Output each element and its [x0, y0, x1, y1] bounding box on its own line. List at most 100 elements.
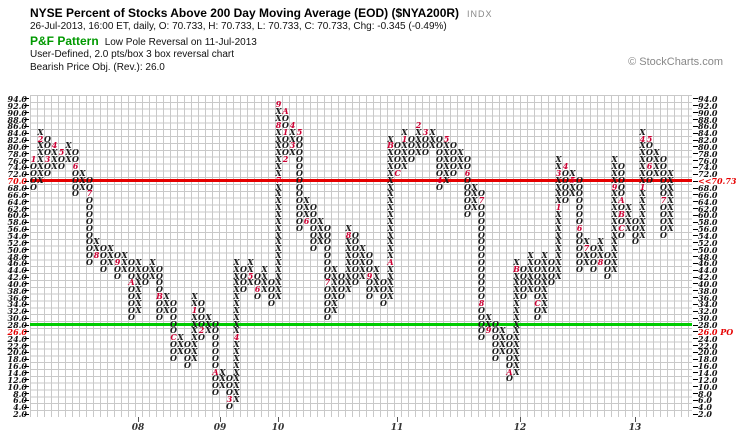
month-mark: 6 [72, 161, 79, 171]
y-axis-label-right: 36.0 [698, 292, 718, 303]
pnf-o-cell: O [464, 181, 471, 192]
month-mark: 7 [86, 188, 93, 199]
pnf-o-cell: O [58, 154, 65, 165]
y-axis-tick [24, 221, 29, 223]
pnf-o-cell: O [478, 284, 485, 295]
pnf-o-cell: O [324, 284, 331, 295]
month-mark: 7 [583, 243, 590, 254]
pattern-line: P&F Pattern Low Pole Reversal on 11-Jul-2… [30, 34, 257, 48]
pnf-x-cell: X [499, 325, 506, 336]
y-axis-label-left: 32.0 [7, 306, 27, 317]
y-axis-tick [24, 235, 29, 237]
y-axis-tick [24, 98, 29, 100]
y-axis-tick [24, 139, 29, 141]
pnf-x-cell: X [233, 284, 240, 295]
pnf-x-cell: X [415, 126, 422, 137]
pnf-x-cell: X [625, 215, 632, 226]
pnf-o-cell: O [478, 236, 485, 247]
pnf-o-cell: O [198, 311, 205, 322]
pnf-o-cell: O [478, 256, 485, 267]
pnf-x-cell: X [275, 113, 282, 123]
pnf-x-cell: X [345, 263, 352, 274]
month-mark: 9 [114, 256, 121, 267]
pnf-x-cell: X [345, 277, 352, 288]
pnf-x-cell: X [513, 311, 520, 322]
pnf-o-cell: O [478, 277, 485, 288]
y-axis-tick [693, 324, 698, 326]
pnf-o-cell: O [464, 195, 471, 206]
pnf-x-cell: X [555, 208, 562, 219]
month-mark: 6 [254, 284, 261, 295]
pnf-o-cell: O [296, 195, 303, 206]
y-axis-label-right: 82.0 [698, 135, 718, 145]
pnf-o-cell: O [212, 345, 219, 356]
pnf-o-cell: O [156, 311, 163, 322]
y-axis-tick [24, 393, 29, 394]
pnf-x-cell: X [275, 222, 282, 233]
pnf-x-cell: X [513, 352, 520, 363]
y-axis-tick [24, 379, 29, 381]
pnf-o-cell: O [464, 174, 471, 185]
pnf-o-cell: O [44, 133, 51, 144]
pnf-o-cell: O [324, 263, 331, 274]
y-axis-tick [693, 125, 698, 127]
pnf-o-cell: O [450, 154, 457, 165]
pnf-x-cell: X [583, 256, 590, 267]
y-axis-tick [24, 249, 29, 251]
month-mark: 1 [401, 133, 408, 144]
y-axis-tick [24, 406, 29, 408]
pnf-o-cell: O [86, 215, 93, 226]
pnf-x-cell: X [667, 188, 674, 199]
pnf-o-cell: O [520, 270, 527, 281]
y-axis-tick [24, 105, 29, 107]
pnf-o-cell: O [492, 332, 499, 343]
pnf-x-cell: X [611, 161, 618, 171]
y-axis-label-right: 16.0 [698, 361, 718, 372]
pnf-x-cell: X [37, 140, 44, 151]
pnf-o-cell: O [366, 250, 373, 260]
pnf-o-cell: O [100, 256, 107, 267]
pnf-x-cell: X [373, 263, 380, 274]
y-axis-tick [693, 413, 698, 415]
pnf-o-cell: O [478, 243, 485, 254]
month-mark: A [128, 277, 135, 288]
month-mark: 9 [275, 99, 282, 110]
pnf-x-cell: X [345, 222, 352, 233]
y-axis-label-right: 6.0 [698, 395, 712, 406]
y-axis-label-right: 4.0 [698, 402, 712, 413]
pnf-o-cell: O [450, 161, 457, 171]
y-axis-label-left: 70.0 [7, 176, 27, 187]
pnf-o-cell: O [352, 236, 359, 247]
pnf-x-cell: X [331, 291, 338, 302]
pnf-o-cell: O [240, 277, 247, 288]
y-axis-label-right: <<70.73 [698, 176, 737, 187]
pnf-o-cell: O [324, 270, 331, 281]
pnf-x-cell: X [401, 140, 408, 151]
pnf-o-cell: O [520, 277, 527, 288]
pnf-o-cell: O [30, 181, 37, 192]
pnf-x-cell: X [555, 250, 562, 260]
pnf-x-cell: X [471, 202, 478, 213]
pnf-x-cell: X [429, 140, 436, 151]
pnf-o-cell: O [380, 284, 387, 295]
pnf-x-cell: X [387, 243, 394, 254]
y-axis-tick [693, 98, 698, 100]
y-axis-label-left: 22.0 [7, 340, 27, 351]
pnf-x-cell: X [191, 325, 198, 336]
pnf-x-cell: X [611, 174, 618, 185]
pnf-o-cell: O [310, 208, 317, 219]
pnf-x-cell: X [485, 311, 492, 322]
pnf-o-cell: O [198, 318, 205, 329]
pnf-o-cell: O [114, 250, 121, 260]
pnf-o-cell: O [534, 277, 541, 288]
pnf-x-cell: X [275, 236, 282, 247]
pnf-x-cell: X [639, 229, 646, 240]
pnf-o-cell: O [212, 352, 219, 363]
symbol-title: NYSE Percent of Stocks Above 200 Day Mov… [30, 6, 460, 20]
pnf-x-cell: X [261, 263, 268, 274]
pnf-o-cell: O [450, 140, 457, 151]
pnf-o-cell: O [128, 270, 135, 281]
month-mark: 3 [422, 126, 429, 137]
pnf-x-cell: X [625, 208, 632, 219]
pnf-o-cell: O [282, 119, 289, 130]
